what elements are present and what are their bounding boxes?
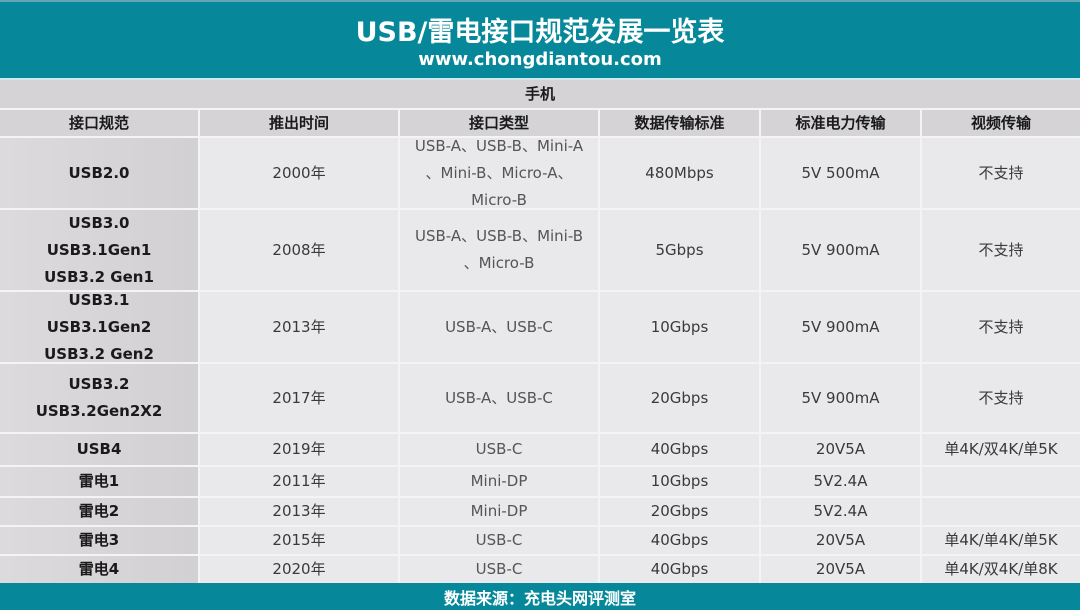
column-header-video: 视频传输 [922,110,1080,136]
table-cell-power: 20V5A [761,527,920,554]
banner-divider [0,78,1080,80]
table-cell-data-rate: 10Gbps [600,467,759,496]
table-cell-video: 不支持 [922,364,1080,432]
table-cell-year: 2013年 [200,292,398,362]
table-cell-year: 2008年 [200,210,398,290]
table-cell-spec: 雷电1 [0,467,198,496]
table-cell-year: 2000年 [200,138,398,208]
table-cell-video: 单4K/单4K/单5K [922,527,1080,554]
column-header-spec: 接口规范 [0,110,198,136]
table-cell-connector-types: Mini-DP [400,467,598,496]
column-header-year: 推出时间 [200,110,398,136]
table-cell-spec: USB2.0 [0,138,198,208]
section-label: 手机 [0,80,1080,108]
table-cell-spec: 雷电2 [0,498,198,525]
table-cell-power: 5V 900mA [761,210,920,290]
column-header-data-rate: 数据传输标准 [600,110,759,136]
spec-table: 手机 接口规范 推出时间 接口类型 数据传输标准 标准电力传输 视频传输 USB2.0 2000… [0,80,1080,583]
table-cell-video [922,498,1080,525]
table-cell-power: 5V 900mA [761,364,920,432]
title-banner: USB/雷电接口规范发展一览表 www.chongdiantou.com [0,0,1080,78]
table-cell-power: 5V 500mA [761,138,920,208]
table-cell-data-rate: 5Gbps [600,210,759,290]
table-cell-spec: USB3.1 USB3.1Gen2 USB3.2 Gen2 [0,291,198,363]
table-cell-connector-types: USB-A、USB-C [400,292,598,362]
table-cell-power: 20V5A [761,434,920,465]
table-cell-year: 2019年 [200,434,398,465]
table-cell-spec: 雷电4 [0,556,198,583]
page-title: USB/雷电接口规范发展一览表 [355,17,725,48]
table-cell-data-rate: 20Gbps [600,364,759,432]
table-cell-connector-types: USB-C [400,434,598,465]
column-header-power: 标准电力传输 [761,110,920,136]
table-cell-video [922,467,1080,496]
table-cell-video: 不支持 [922,292,1080,362]
table-cell-data-rate: 40Gbps [600,527,759,554]
table-cell-connector-types: USB-A、USB-B、Mini-B 、Micro-B [400,210,598,290]
table-cell-video: 不支持 [922,210,1080,290]
table-cell-year: 2015年 [200,527,398,554]
table-cell-data-rate: 40Gbps [600,434,759,465]
table-cell-connector-types: USB-A、USB-B、Mini-A 、Mini-B、Micro-A、 Micr… [400,137,598,209]
table-cell-video: 单4K/双4K/单5K [922,434,1080,465]
table-cell-year: 2011年 [200,467,398,496]
table-cell-data-rate: 480Mbps [600,138,759,208]
table-cell-year: 2013年 [200,498,398,525]
table-cell-spec: USB3.0 USB3.1Gen1 USB3.2 Gen1 [0,210,198,290]
table-cell-data-rate: 20Gbps [600,498,759,525]
table-cell-spec: 雷电3 [0,527,198,554]
table-cell-data-rate: 10Gbps [600,292,759,362]
table-cell-connector-types: USB-C [400,556,598,583]
table-cell-year: 2020年 [200,556,398,583]
column-header-connector-types: 接口类型 [400,110,598,136]
source-footer: 数据来源：充电头网评测室 [0,583,1080,610]
table-cell-connector-types: Mini-DP [400,498,598,525]
table-cell-connector-types: USB-C [400,527,598,554]
table-cell-power: 5V 900mA [761,292,920,362]
table-cell-connector-types: USB-A、USB-C [400,364,598,432]
table-cell-video: 单4K/双4K/单8K [922,556,1080,583]
table-cell-power: 5V2.4A [761,498,920,525]
site-url: www.chongdiantou.com [418,49,662,70]
table-cell-spec: USB3.2 USB3.2Gen2X2 [0,364,198,432]
table-cell-spec: USB4 [0,434,198,465]
table-cell-power: 5V2.4A [761,467,920,496]
table-cell-data-rate: 40Gbps [600,556,759,583]
table-cell-year: 2017年 [200,364,398,432]
table-cell-power: 20V5A [761,556,920,583]
table-cell-video: 不支持 [922,138,1080,208]
